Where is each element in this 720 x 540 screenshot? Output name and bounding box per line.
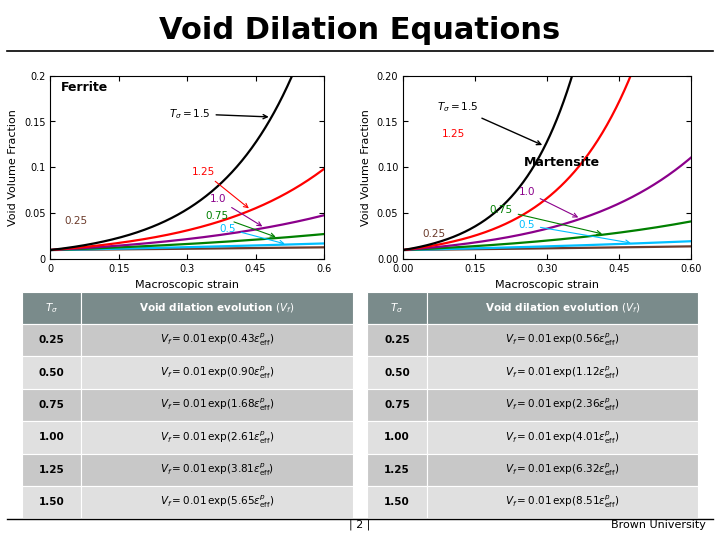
Text: $V_f = 0.01\,\exp(3.81\varepsilon^p_{\rm eff})$: $V_f = 0.01\,\exp(3.81\varepsilon^p_{\rm… bbox=[160, 462, 274, 478]
Text: $T_\sigma = 1.5$: $T_\sigma = 1.5$ bbox=[169, 107, 267, 121]
Text: $T_\sigma$: $T_\sigma$ bbox=[45, 301, 58, 315]
Text: 0.75: 0.75 bbox=[205, 211, 274, 237]
Text: $V_f = 0.01\,\exp(2.61\varepsilon^p_{\rm eff})$: $V_f = 0.01\,\exp(2.61\varepsilon^p_{\rm… bbox=[160, 429, 274, 445]
Text: 0.5: 0.5 bbox=[219, 224, 284, 245]
Text: Void dilation evolution $(V_f)$: Void dilation evolution $(V_f)$ bbox=[485, 301, 640, 315]
Text: 1.50: 1.50 bbox=[384, 497, 410, 507]
Text: 0.75: 0.75 bbox=[490, 205, 601, 235]
Text: 1.25: 1.25 bbox=[441, 129, 465, 139]
X-axis label: Macroscopic strain: Macroscopic strain bbox=[135, 280, 239, 289]
Text: 0.5: 0.5 bbox=[518, 220, 629, 244]
Text: 1.50: 1.50 bbox=[39, 497, 64, 507]
Text: Ferrite: Ferrite bbox=[61, 81, 109, 94]
Text: 1.25: 1.25 bbox=[39, 465, 64, 475]
Y-axis label: Void Volume Fraction: Void Volume Fraction bbox=[361, 109, 372, 226]
Text: Void dilation evolution $(V_f)$: Void dilation evolution $(V_f)$ bbox=[139, 301, 294, 315]
Text: 0.25: 0.25 bbox=[39, 335, 64, 345]
Text: Void Dilation Equations: Void Dilation Equations bbox=[159, 16, 561, 45]
Text: 1.00: 1.00 bbox=[384, 433, 410, 442]
Text: 0.50: 0.50 bbox=[384, 368, 410, 377]
X-axis label: Macroscopic strain: Macroscopic strain bbox=[495, 280, 599, 289]
Text: $T_\sigma = 1.5$: $T_\sigma = 1.5$ bbox=[437, 100, 541, 145]
Text: $V_f = 0.01\,\exp(1.68\varepsilon^p_{\rm eff})$: $V_f = 0.01\,\exp(1.68\varepsilon^p_{\rm… bbox=[160, 397, 274, 413]
Text: $V_f = 0.01\,\exp(8.51\varepsilon^p_{\rm eff})$: $V_f = 0.01\,\exp(8.51\varepsilon^p_{\rm… bbox=[505, 494, 620, 510]
Text: 1.0: 1.0 bbox=[210, 194, 261, 226]
Text: 1.00: 1.00 bbox=[39, 433, 64, 442]
Text: $T_\sigma$: $T_\sigma$ bbox=[390, 301, 404, 315]
Text: | 2 |: | 2 | bbox=[349, 520, 371, 530]
Text: $V_f = 0.01\,\exp(1.12\varepsilon^p_{\rm eff})$: $V_f = 0.01\,\exp(1.12\varepsilon^p_{\rm… bbox=[505, 364, 620, 381]
Text: $V_f = 0.01\,\exp(0.43\varepsilon^p_{\rm eff})$: $V_f = 0.01\,\exp(0.43\varepsilon^p_{\rm… bbox=[160, 332, 274, 348]
Text: 1.25: 1.25 bbox=[192, 167, 248, 207]
Text: $V_f = 0.01\,\exp(4.01\varepsilon^p_{\rm eff})$: $V_f = 0.01\,\exp(4.01\varepsilon^p_{\rm… bbox=[505, 429, 620, 445]
Text: 0.50: 0.50 bbox=[39, 368, 64, 377]
Text: 0.75: 0.75 bbox=[384, 400, 410, 410]
Text: 0.75: 0.75 bbox=[38, 400, 64, 410]
Text: Martensite: Martensite bbox=[524, 157, 600, 170]
Text: 1.25: 1.25 bbox=[384, 465, 410, 475]
Text: $V_f = 0.01\,\exp(2.36\varepsilon^p_{\rm eff})$: $V_f = 0.01\,\exp(2.36\varepsilon^p_{\rm… bbox=[505, 397, 620, 413]
Y-axis label: Void Volume Fraction: Void Volume Fraction bbox=[9, 109, 19, 226]
Text: 0.25: 0.25 bbox=[384, 335, 410, 345]
Text: $V_f = 0.01\,\exp(5.65\varepsilon^p_{\rm eff})$: $V_f = 0.01\,\exp(5.65\varepsilon^p_{\rm… bbox=[160, 494, 274, 510]
Text: 1.0: 1.0 bbox=[518, 187, 577, 217]
Text: $V_f = 0.01\,\exp(0.56\varepsilon^p_{\rm eff})$: $V_f = 0.01\,\exp(0.56\varepsilon^p_{\rm… bbox=[505, 332, 620, 348]
Text: 0.25: 0.25 bbox=[423, 229, 446, 239]
Text: Brown University: Brown University bbox=[611, 520, 706, 530]
Text: $V_f = 0.01\,\exp(6.32\varepsilon^p_{\rm eff})$: $V_f = 0.01\,\exp(6.32\varepsilon^p_{\rm… bbox=[505, 462, 620, 478]
Text: 0.25: 0.25 bbox=[64, 217, 87, 226]
Text: $V_f = 0.01\,\exp(0.90\varepsilon^p_{\rm eff})$: $V_f = 0.01\,\exp(0.90\varepsilon^p_{\rm… bbox=[160, 364, 274, 381]
